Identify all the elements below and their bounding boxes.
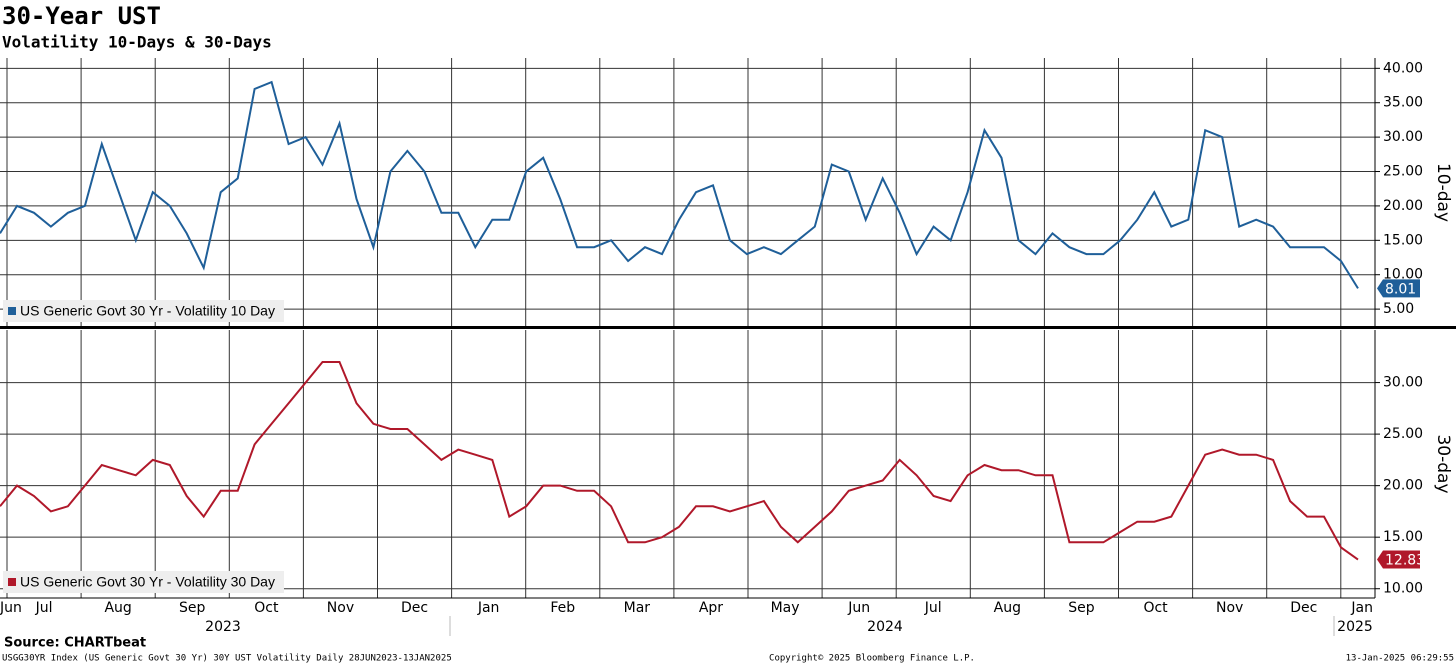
plot-area — [0, 330, 1375, 598]
last-value-label: 12.83 — [1385, 553, 1425, 569]
y-tick-label: 20.00 — [1383, 198, 1423, 214]
last-value-tag — [1377, 279, 1420, 298]
x-tick-label: Jul — [924, 600, 942, 616]
y-tick-label: 30.00 — [1383, 129, 1423, 145]
legend-swatch — [8, 307, 16, 315]
x-tick-label: Oct — [1143, 600, 1168, 616]
y-tick-label: 10.00 — [1383, 581, 1423, 597]
x-tick-label: Oct — [254, 600, 279, 616]
source: Source: CHARTbeat — [4, 636, 146, 651]
x-tick-label: Jan — [477, 600, 500, 616]
footer-right: 13-Jan-2025 06:29:55 — [1346, 654, 1454, 664]
y-tick-label: 15.00 — [1383, 232, 1423, 248]
x-tick-label: Jan — [1350, 600, 1373, 616]
x-tick-label: Dec — [1290, 600, 1317, 616]
legend-box — [3, 300, 284, 322]
x-tick-label: Nov — [1216, 600, 1243, 616]
y-tick-label: 35.00 — [1383, 95, 1423, 111]
chart-title: 30-Year UST — [2, 2, 161, 30]
series-line — [0, 361, 1359, 561]
y-tick-label: 5.00 — [1383, 301, 1414, 317]
legend-swatch — [8, 578, 16, 586]
y-tick-label: 25.00 — [1383, 426, 1423, 442]
last-value-label: 8.01 — [1385, 281, 1416, 297]
x-tick-label: May — [771, 600, 800, 616]
x-tick-label: Sep — [1068, 600, 1095, 616]
x-tick-label: Sep — [179, 600, 206, 616]
x-tick-label: Jul — [35, 600, 53, 616]
x-tick-label: Dec — [401, 600, 428, 616]
year-label: 2025 — [1337, 619, 1373, 635]
y-tick-label: 25.00 — [1383, 164, 1423, 180]
y-tick-label: 15.00 — [1383, 529, 1423, 545]
x-tick-label: Aug — [104, 600, 131, 616]
x-tick-label: Mar — [624, 600, 651, 616]
footer-center: Copyright© 2025 Bloomberg Finance L.P. — [769, 654, 975, 664]
series-line — [0, 80, 1359, 289]
x-tick-label: Aug — [994, 600, 1021, 616]
y-axis-label: 10-day — [1433, 163, 1453, 222]
panel-separator — [0, 326, 1456, 329]
legend-box — [3, 571, 284, 593]
year-label: 2024 — [867, 619, 903, 635]
y-axis-label: 30-day — [1433, 434, 1453, 493]
chart-subtitle: Volatility 10-Days & 30-Days — [2, 33, 272, 52]
y-tick-label: 20.00 — [1383, 478, 1423, 494]
x-tick-label: Apr — [699, 600, 723, 616]
y-tick-label: 30.00 — [1383, 375, 1423, 391]
x-tick-label: Feb — [550, 600, 575, 616]
y-tick-label: 10.00 — [1383, 267, 1423, 283]
year-label: 2023 — [205, 619, 241, 635]
plot-area — [0, 58, 1375, 327]
x-tick-label: Jun — [847, 600, 870, 616]
y-tick-label: 40.00 — [1383, 60, 1423, 76]
legend-label: US Generic Govt 30 Yr - Volatility 30 Da… — [20, 574, 275, 590]
x-tick-label: Jun — [0, 600, 22, 616]
last-value-tag — [1377, 550, 1420, 569]
footer-left: USGG30YR Index (US Generic Govt 30 Yr) 3… — [2, 654, 452, 664]
x-tick-label: Nov — [327, 600, 354, 616]
legend-label: US Generic Govt 30 Yr - Volatility 10 Da… — [20, 303, 275, 319]
